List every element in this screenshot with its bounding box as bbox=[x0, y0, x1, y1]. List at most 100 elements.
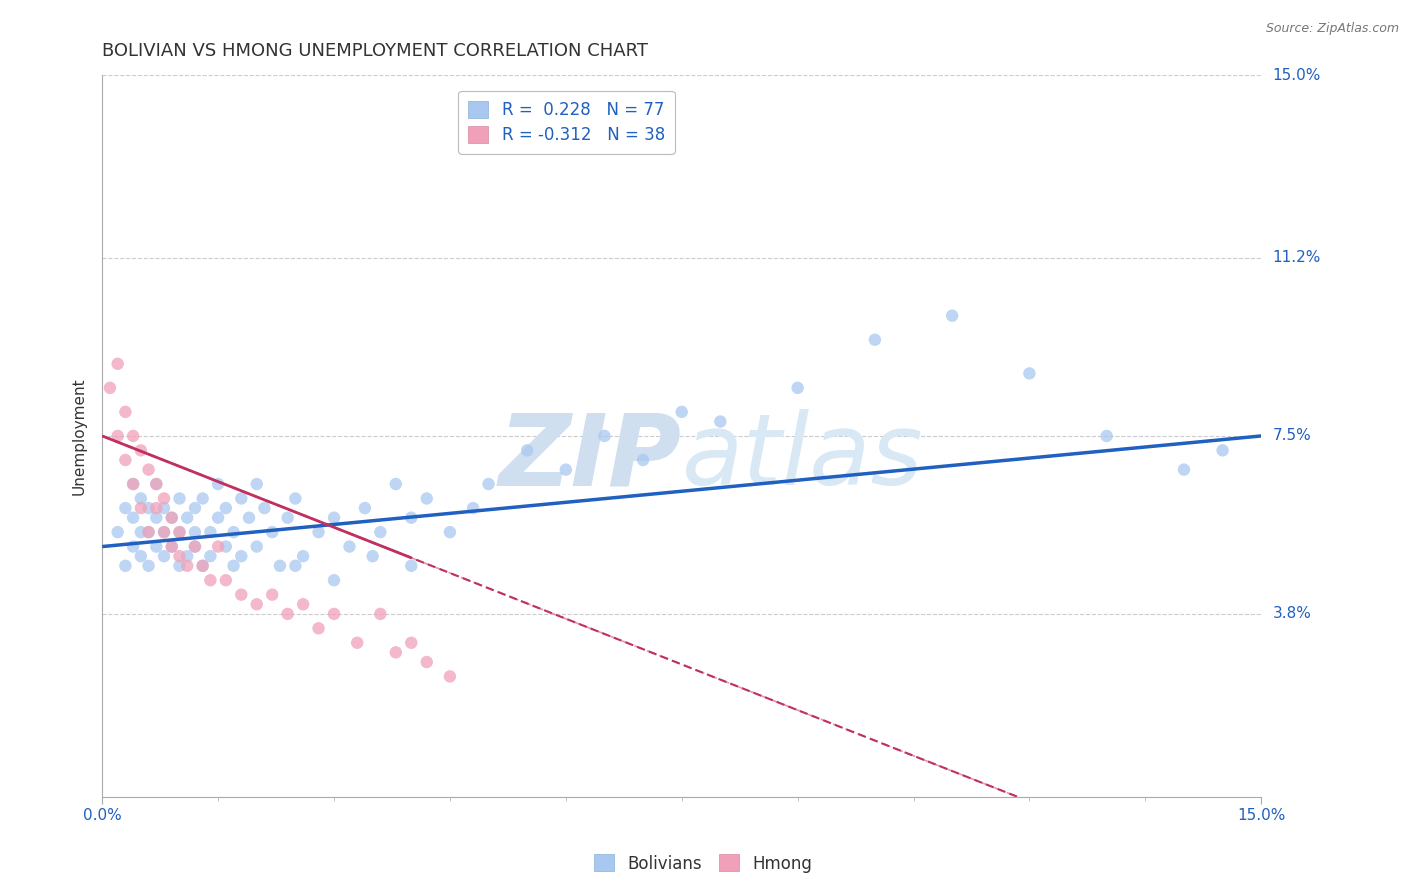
Point bbox=[200, 573, 222, 587]
Point bbox=[416, 655, 439, 669]
Text: ZIP: ZIP bbox=[499, 409, 682, 506]
Point bbox=[184, 501, 207, 516]
Point bbox=[246, 477, 269, 491]
Point bbox=[138, 525, 160, 540]
Point bbox=[114, 405, 136, 419]
Point bbox=[308, 621, 330, 635]
Point bbox=[191, 558, 214, 573]
Point bbox=[160, 540, 183, 554]
Point bbox=[129, 525, 152, 540]
Point bbox=[401, 510, 423, 524]
Point bbox=[153, 525, 176, 540]
Point bbox=[308, 525, 330, 540]
Point bbox=[107, 357, 129, 371]
Point bbox=[231, 549, 253, 564]
Point bbox=[238, 510, 260, 524]
Point bbox=[145, 510, 167, 524]
Point bbox=[361, 549, 384, 564]
Point bbox=[416, 491, 439, 506]
Point bbox=[370, 607, 392, 621]
Point bbox=[160, 540, 183, 554]
Point bbox=[439, 669, 461, 683]
Point bbox=[231, 491, 253, 506]
Point bbox=[138, 525, 160, 540]
Legend: Bolivians, Hmong: Bolivians, Hmong bbox=[588, 847, 818, 880]
Y-axis label: Unemployment: Unemployment bbox=[72, 377, 86, 495]
Point bbox=[222, 525, 245, 540]
Point bbox=[122, 429, 145, 443]
Point bbox=[169, 525, 191, 540]
Legend: R =  0.228   N = 77, R = -0.312   N = 38: R = 0.228 N = 77, R = -0.312 N = 38 bbox=[458, 91, 675, 153]
Point bbox=[671, 405, 693, 419]
Point bbox=[222, 558, 245, 573]
Point bbox=[191, 491, 214, 506]
Point bbox=[323, 510, 346, 524]
Point bbox=[200, 525, 222, 540]
Point bbox=[176, 558, 198, 573]
Point bbox=[385, 645, 408, 659]
Point bbox=[200, 549, 222, 564]
Point bbox=[385, 477, 408, 491]
Point bbox=[122, 477, 145, 491]
Point bbox=[709, 415, 731, 429]
Point bbox=[516, 443, 538, 458]
Point bbox=[145, 540, 167, 554]
Point bbox=[184, 525, 207, 540]
Point bbox=[593, 429, 616, 443]
Point bbox=[477, 477, 499, 491]
Text: 7.5%: 7.5% bbox=[1272, 428, 1310, 443]
Point bbox=[184, 540, 207, 554]
Point bbox=[129, 549, 152, 564]
Point bbox=[339, 540, 361, 554]
Point bbox=[153, 491, 176, 506]
Point bbox=[346, 636, 368, 650]
Point bbox=[184, 540, 207, 554]
Point bbox=[145, 477, 167, 491]
Point bbox=[401, 558, 423, 573]
Point bbox=[98, 381, 121, 395]
Point bbox=[153, 549, 176, 564]
Text: 15.0%: 15.0% bbox=[1272, 68, 1320, 83]
Point bbox=[145, 477, 167, 491]
Point bbox=[1173, 462, 1195, 476]
Point bbox=[169, 491, 191, 506]
Point bbox=[253, 501, 276, 516]
Point bbox=[277, 607, 299, 621]
Point bbox=[1018, 367, 1040, 381]
Point bbox=[277, 510, 299, 524]
Point bbox=[284, 558, 307, 573]
Point bbox=[284, 491, 307, 506]
Point bbox=[262, 525, 284, 540]
Point bbox=[138, 501, 160, 516]
Point bbox=[169, 525, 191, 540]
Point bbox=[401, 636, 423, 650]
Point bbox=[122, 510, 145, 524]
Point bbox=[231, 588, 253, 602]
Point bbox=[138, 558, 160, 573]
Point bbox=[107, 525, 129, 540]
Point bbox=[153, 501, 176, 516]
Text: Source: ZipAtlas.com: Source: ZipAtlas.com bbox=[1265, 22, 1399, 36]
Point bbox=[122, 477, 145, 491]
Point bbox=[292, 597, 315, 611]
Point bbox=[138, 462, 160, 476]
Point bbox=[191, 558, 214, 573]
Point bbox=[145, 501, 167, 516]
Point bbox=[246, 540, 269, 554]
Point bbox=[114, 501, 136, 516]
Point bbox=[207, 510, 229, 524]
Point bbox=[323, 573, 346, 587]
Point bbox=[786, 381, 808, 395]
Point bbox=[169, 549, 191, 564]
Point bbox=[323, 607, 346, 621]
Point bbox=[246, 597, 269, 611]
Point bbox=[129, 491, 152, 506]
Point bbox=[292, 549, 315, 564]
Point bbox=[461, 501, 484, 516]
Point bbox=[176, 510, 198, 524]
Point bbox=[354, 501, 377, 516]
Point bbox=[1212, 443, 1234, 458]
Point bbox=[169, 558, 191, 573]
Text: BOLIVIAN VS HMONG UNEMPLOYMENT CORRELATION CHART: BOLIVIAN VS HMONG UNEMPLOYMENT CORRELATI… bbox=[103, 42, 648, 60]
Point bbox=[370, 525, 392, 540]
